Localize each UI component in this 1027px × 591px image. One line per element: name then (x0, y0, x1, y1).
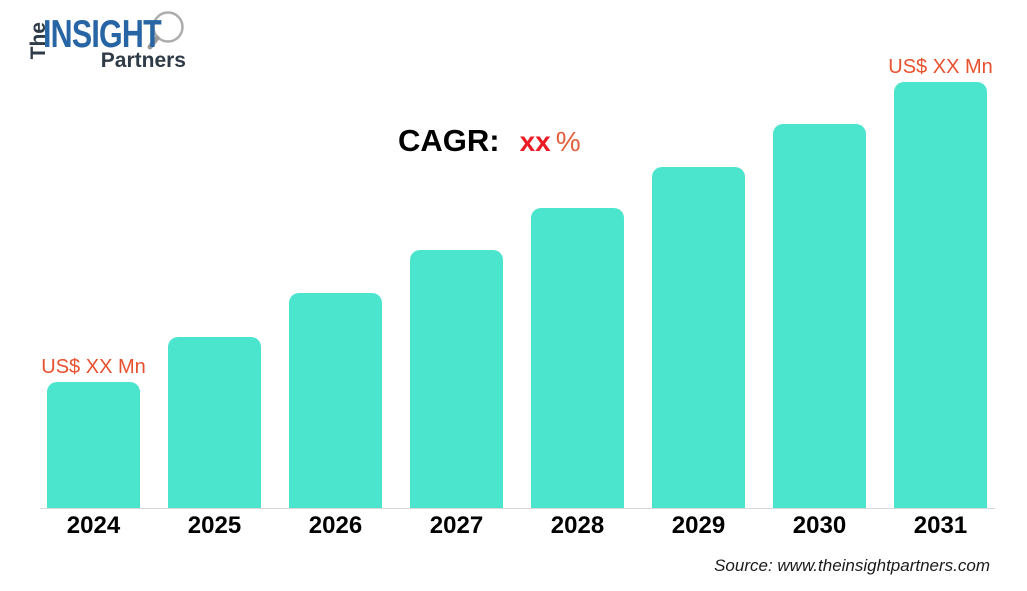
bar-slot-2024: US$ XX Mn (41, 0, 146, 508)
bar-slot-2025 (168, 0, 261, 508)
x-axis-label-2027: 2027 (429, 512, 484, 539)
bar-2026 (289, 293, 382, 508)
bar-value-label-2024: US$ XX Mn (41, 356, 146, 378)
logo-partners-text: Partners (100, 49, 186, 72)
magnifier-icon (147, 11, 184, 50)
bars-container: US$ XX Mn US$ XX Mn (41, 0, 993, 508)
bar-2027 (410, 250, 503, 508)
x-axis-label-2024: 2024 (66, 512, 121, 539)
cagr-annotation: CAGR: xx % (398, 125, 581, 156)
x-axis-line (40, 508, 995, 509)
x-axis-labels: 2024 2025 2026 2027 2028 2029 2030 2031 (47, 512, 987, 539)
bar-2031 (894, 82, 987, 508)
x-axis-label-2025: 2025 (187, 512, 242, 539)
bar-2030 (773, 124, 866, 508)
bar-slot-2026 (289, 0, 382, 508)
x-axis-label-2029: 2029 (671, 512, 726, 539)
bar-slot-2029 (652, 0, 745, 508)
bar-slot-2031: US$ XX Mn (888, 0, 993, 508)
cagr-percent-sign: % (555, 126, 581, 157)
bar-slot-2030 (773, 0, 866, 508)
cagr-label: CAGR: (398, 123, 500, 158)
insight-partners-logo: The INSIGHT Partners (27, 6, 208, 80)
x-axis-label-2028: 2028 (550, 512, 605, 539)
x-axis-label-2030: 2030 (792, 512, 847, 539)
bar-slot-2028 (531, 0, 624, 508)
source-attribution: Source: www.theinsightpartners.com (714, 556, 990, 575)
x-axis-label-2031: 2031 (913, 512, 968, 539)
bar-2028 (531, 208, 624, 508)
bar-2029 (652, 167, 745, 508)
bar-slot-2027 (410, 0, 503, 508)
logo-insight-text: INSIGHT (43, 13, 162, 56)
bar-value-label-2031: US$ XX Mn (888, 56, 993, 78)
bar-2024 (47, 382, 140, 508)
cagr-value: xx (519, 126, 551, 157)
x-axis-label-2026: 2026 (308, 512, 363, 539)
bar-2025 (168, 337, 261, 508)
